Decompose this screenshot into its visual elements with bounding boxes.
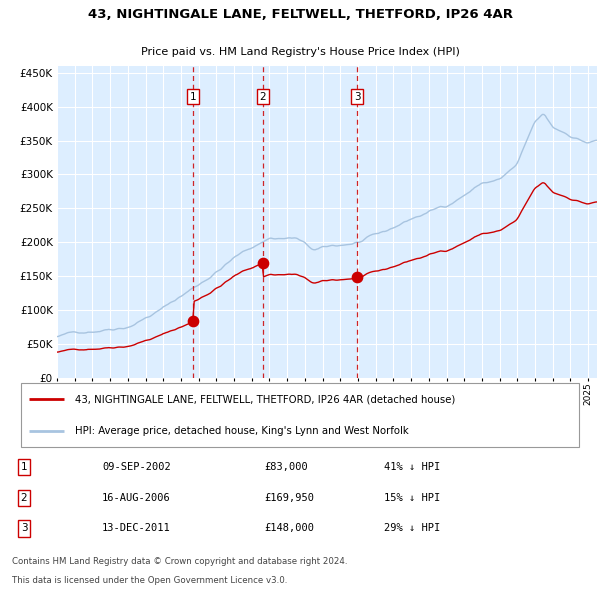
- Text: 16-AUG-2006: 16-AUG-2006: [102, 493, 171, 503]
- Text: 15% ↓ HPI: 15% ↓ HPI: [384, 493, 440, 503]
- Point: [188, 317, 198, 326]
- Text: Price paid vs. HM Land Registry's House Price Index (HPI): Price paid vs. HM Land Registry's House …: [140, 47, 460, 57]
- Text: £83,000: £83,000: [264, 462, 308, 472]
- Text: 43, NIGHTINGALE LANE, FELTWELL, THETFORD, IP26 4AR (detached house): 43, NIGHTINGALE LANE, FELTWELL, THETFORD…: [76, 395, 456, 405]
- FancyBboxPatch shape: [20, 383, 580, 447]
- Text: 1: 1: [190, 91, 196, 101]
- Text: 13-DEC-2011: 13-DEC-2011: [102, 523, 171, 533]
- Text: 2: 2: [260, 91, 266, 101]
- Text: Contains HM Land Registry data © Crown copyright and database right 2024.: Contains HM Land Registry data © Crown c…: [12, 557, 347, 566]
- Text: This data is licensed under the Open Government Licence v3.0.: This data is licensed under the Open Gov…: [12, 576, 287, 585]
- Text: £169,950: £169,950: [264, 493, 314, 503]
- Text: £148,000: £148,000: [264, 523, 314, 533]
- Point: [258, 258, 268, 267]
- Text: 3: 3: [20, 523, 28, 533]
- Text: 3: 3: [354, 91, 361, 101]
- Text: 41% ↓ HPI: 41% ↓ HPI: [384, 462, 440, 472]
- Point: [352, 273, 362, 282]
- Text: 09-SEP-2002: 09-SEP-2002: [102, 462, 171, 472]
- Text: 1: 1: [20, 462, 28, 472]
- Text: 29% ↓ HPI: 29% ↓ HPI: [384, 523, 440, 533]
- Text: 43, NIGHTINGALE LANE, FELTWELL, THETFORD, IP26 4AR: 43, NIGHTINGALE LANE, FELTWELL, THETFORD…: [88, 8, 512, 21]
- Text: HPI: Average price, detached house, King's Lynn and West Norfolk: HPI: Average price, detached house, King…: [76, 427, 409, 437]
- Text: 2: 2: [20, 493, 28, 503]
